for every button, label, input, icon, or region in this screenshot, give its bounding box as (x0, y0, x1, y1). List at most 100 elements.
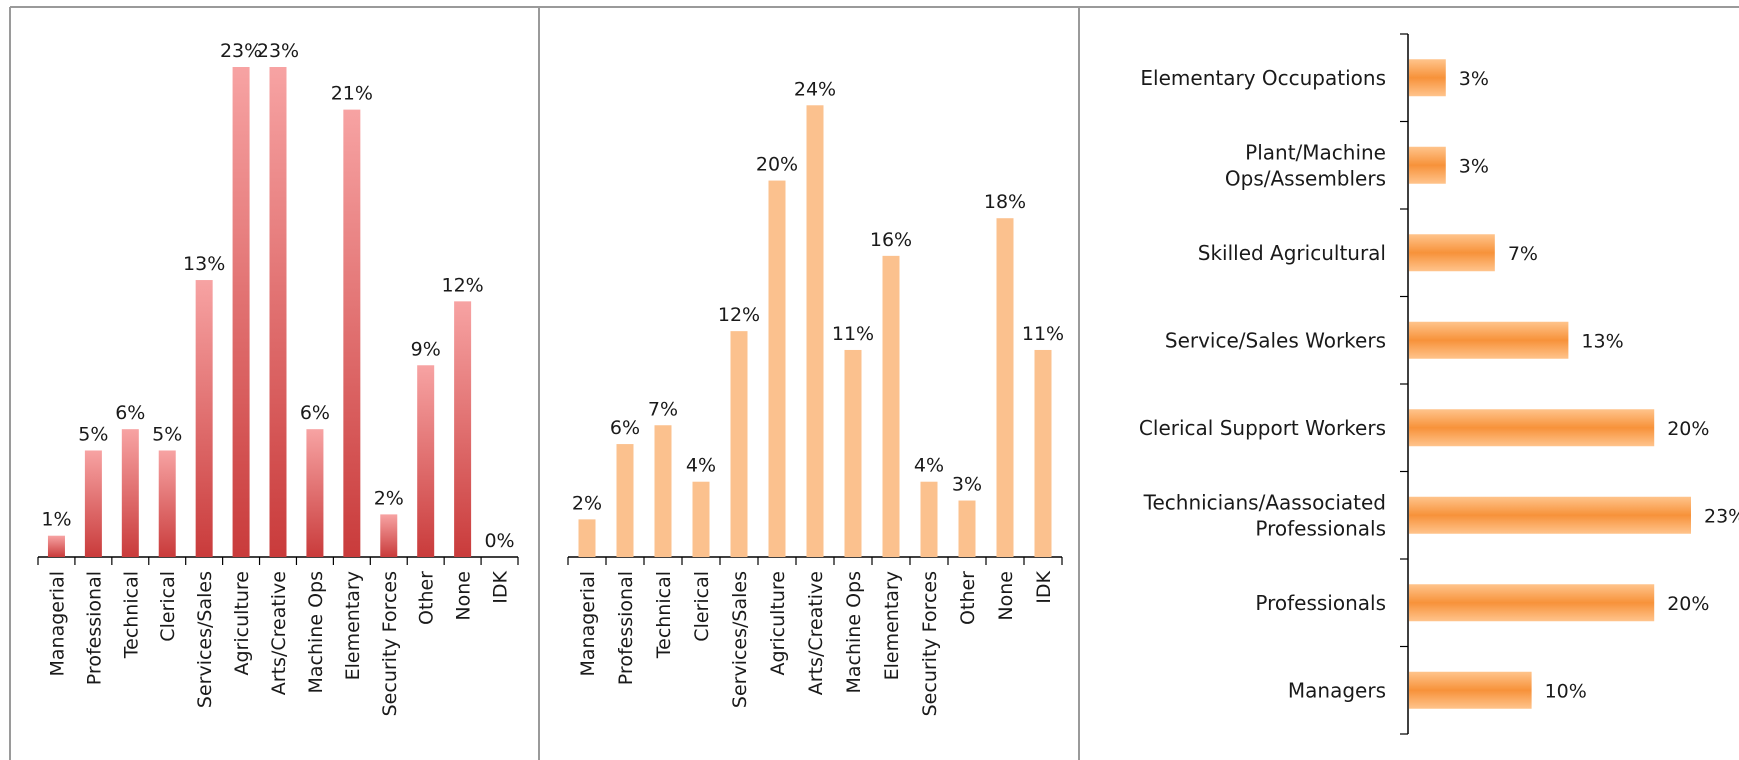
data-label-none: 12% (441, 274, 483, 296)
data-label-clerical: 5% (152, 423, 182, 445)
data-label-clerical-support-workers: 20% (1667, 418, 1709, 440)
bar-professional (84, 450, 102, 557)
bar-managerial (578, 519, 596, 557)
bar-other (417, 365, 435, 557)
bar-technical (121, 429, 139, 557)
data-label-plant-machine-ops-assemblers: 3% (1459, 155, 1489, 177)
bar-plant-machine-ops-assemblers (1409, 146, 1446, 184)
panel-frames (9, 6, 1739, 760)
bar-managers (1409, 671, 1532, 709)
tick-label-service-sales-workers: Service/Sales Workers (1165, 328, 1386, 352)
tick-label-elementary-occupations: Elementary Occupations (1140, 66, 1386, 90)
tick-label-managerial: Managerial (46, 571, 68, 676)
bar-machine-ops (844, 349, 862, 557)
bar-elementary-occupations (1409, 59, 1446, 97)
tick-label-idk: IDK (1033, 570, 1055, 603)
data-label-services-sales: 13% (183, 253, 225, 275)
tick-label-arts-creative: Arts/Creative (268, 571, 290, 695)
bar-services-sales (195, 280, 213, 557)
data-label-technical: 6% (115, 402, 145, 424)
bar-clerical (158, 450, 176, 557)
chart-occupations-horizontal: 10% Managers 20% Professionals 23% Technician… (1139, 33, 1739, 735)
bar-arts-creative (269, 67, 287, 557)
data-label-technicians-aassociated-professionals: 23% (1704, 505, 1739, 527)
tick-label-technicians-aassociated-professionals: Technicians/Aassociated Professionals (1143, 490, 1386, 540)
tick-label-managerial: Managerial (577, 571, 599, 676)
bar-technicians-aassociated-professionals (1409, 496, 1691, 534)
data-label-skilled-agricultural: 7% (1508, 243, 1538, 265)
bar-elementary (882, 255, 900, 557)
tick-label-professional: Professional (615, 571, 637, 685)
bar-none (454, 301, 472, 557)
data-label-managerial: 1% (41, 509, 71, 531)
data-label-other: 9% (411, 338, 441, 360)
data-label-services-sales: 12% (718, 304, 760, 326)
data-label-agriculture: 20% (756, 154, 798, 176)
data-label-arts-creative: 24% (794, 78, 836, 100)
tick-label-other: Other (416, 571, 438, 625)
bar-skilled-agricultural (1409, 234, 1495, 272)
data-label-technical: 7% (648, 398, 678, 420)
chart-occupations-red: 1% Managerial 5% Professional 6% Technical 5% C… (37, 40, 519, 716)
tick-label-clerical: Clerical (157, 571, 179, 642)
tick-label-services-sales: Services/Sales (194, 571, 216, 708)
tick-label-professional: Professional (83, 571, 105, 685)
data-label-security-forces: 2% (374, 487, 404, 509)
data-label-service-sales-workers: 13% (1581, 330, 1623, 352)
chart-occupations-peach: 2% Managerial 6% Professional 7% Technical 4% C… (567, 78, 1064, 716)
data-label-professional: 5% (78, 423, 108, 445)
data-label-arts-creative: 23% (257, 40, 299, 62)
bar-idk (1034, 349, 1052, 557)
tick-label-elementary: Elementary (881, 571, 903, 680)
bar-agriculture (768, 180, 786, 558)
tick-label-machine-ops: Machine Ops (305, 571, 327, 694)
bar-professionals (1409, 584, 1655, 622)
bar-none (996, 218, 1014, 557)
tick-label-skilled-agricultural: Skilled Agricultural (1198, 241, 1386, 265)
tick-label-none: None (453, 571, 475, 621)
bar-technical (654, 425, 672, 557)
data-label-elementary: 21% (331, 83, 373, 105)
data-label-machine-ops: 11% (832, 323, 874, 345)
tick-label-technical: Technical (653, 571, 675, 659)
tick-label-arts-creative: Arts/Creative (805, 571, 827, 695)
bar-clerical (692, 481, 710, 557)
bar-other (958, 500, 976, 557)
bar-clerical-support-workers (1409, 409, 1655, 447)
data-label-other: 3% (952, 474, 982, 496)
tick-label-security-forces: Security Forces (379, 571, 401, 716)
tick-label-agriculture: Agriculture (767, 571, 789, 676)
bar-security-forces (920, 481, 938, 557)
data-label-managerial: 2% (572, 492, 602, 514)
data-label-elementary: 16% (870, 229, 912, 251)
data-label-elementary-occupations: 3% (1459, 68, 1489, 90)
bar-services-sales (730, 331, 748, 557)
data-label-security-forces: 4% (914, 455, 944, 477)
tick-label-managers: Managers (1288, 678, 1386, 702)
data-label-clerical: 4% (686, 455, 716, 477)
tick-label-agriculture: Agriculture (231, 571, 253, 676)
data-label-agriculture: 23% (220, 40, 262, 62)
bar-managerial (47, 535, 65, 557)
tick-label-clerical: Clerical (691, 571, 713, 642)
bar-service-sales-workers (1409, 321, 1569, 359)
data-label-professionals: 20% (1667, 593, 1709, 615)
bar-elementary (343, 109, 361, 557)
tick-label-technical: Technical (120, 571, 142, 659)
bar-machine-ops (306, 429, 324, 557)
data-label-machine-ops: 6% (300, 402, 330, 424)
tick-label-security-forces: Security Forces (919, 571, 941, 716)
bar-security-forces (380, 514, 398, 557)
data-label-none: 18% (984, 191, 1026, 213)
tick-label-clerical-support-workers: Clerical Support Workers (1139, 416, 1386, 440)
tick-label-idk: IDK (490, 570, 512, 603)
data-label-idk: 11% (1022, 323, 1064, 345)
bar-arts-creative (806, 105, 824, 558)
tick-label-none: None (995, 571, 1017, 621)
tick-label-other: Other (957, 571, 979, 625)
tick-label-plant-machine-ops-assemblers: Plant/Machine Ops/Assemblers (1225, 140, 1386, 190)
data-label-managers: 10% (1545, 680, 1587, 702)
tick-label-elementary: Elementary (342, 571, 364, 680)
tick-label-machine-ops: Machine Ops (843, 571, 865, 694)
